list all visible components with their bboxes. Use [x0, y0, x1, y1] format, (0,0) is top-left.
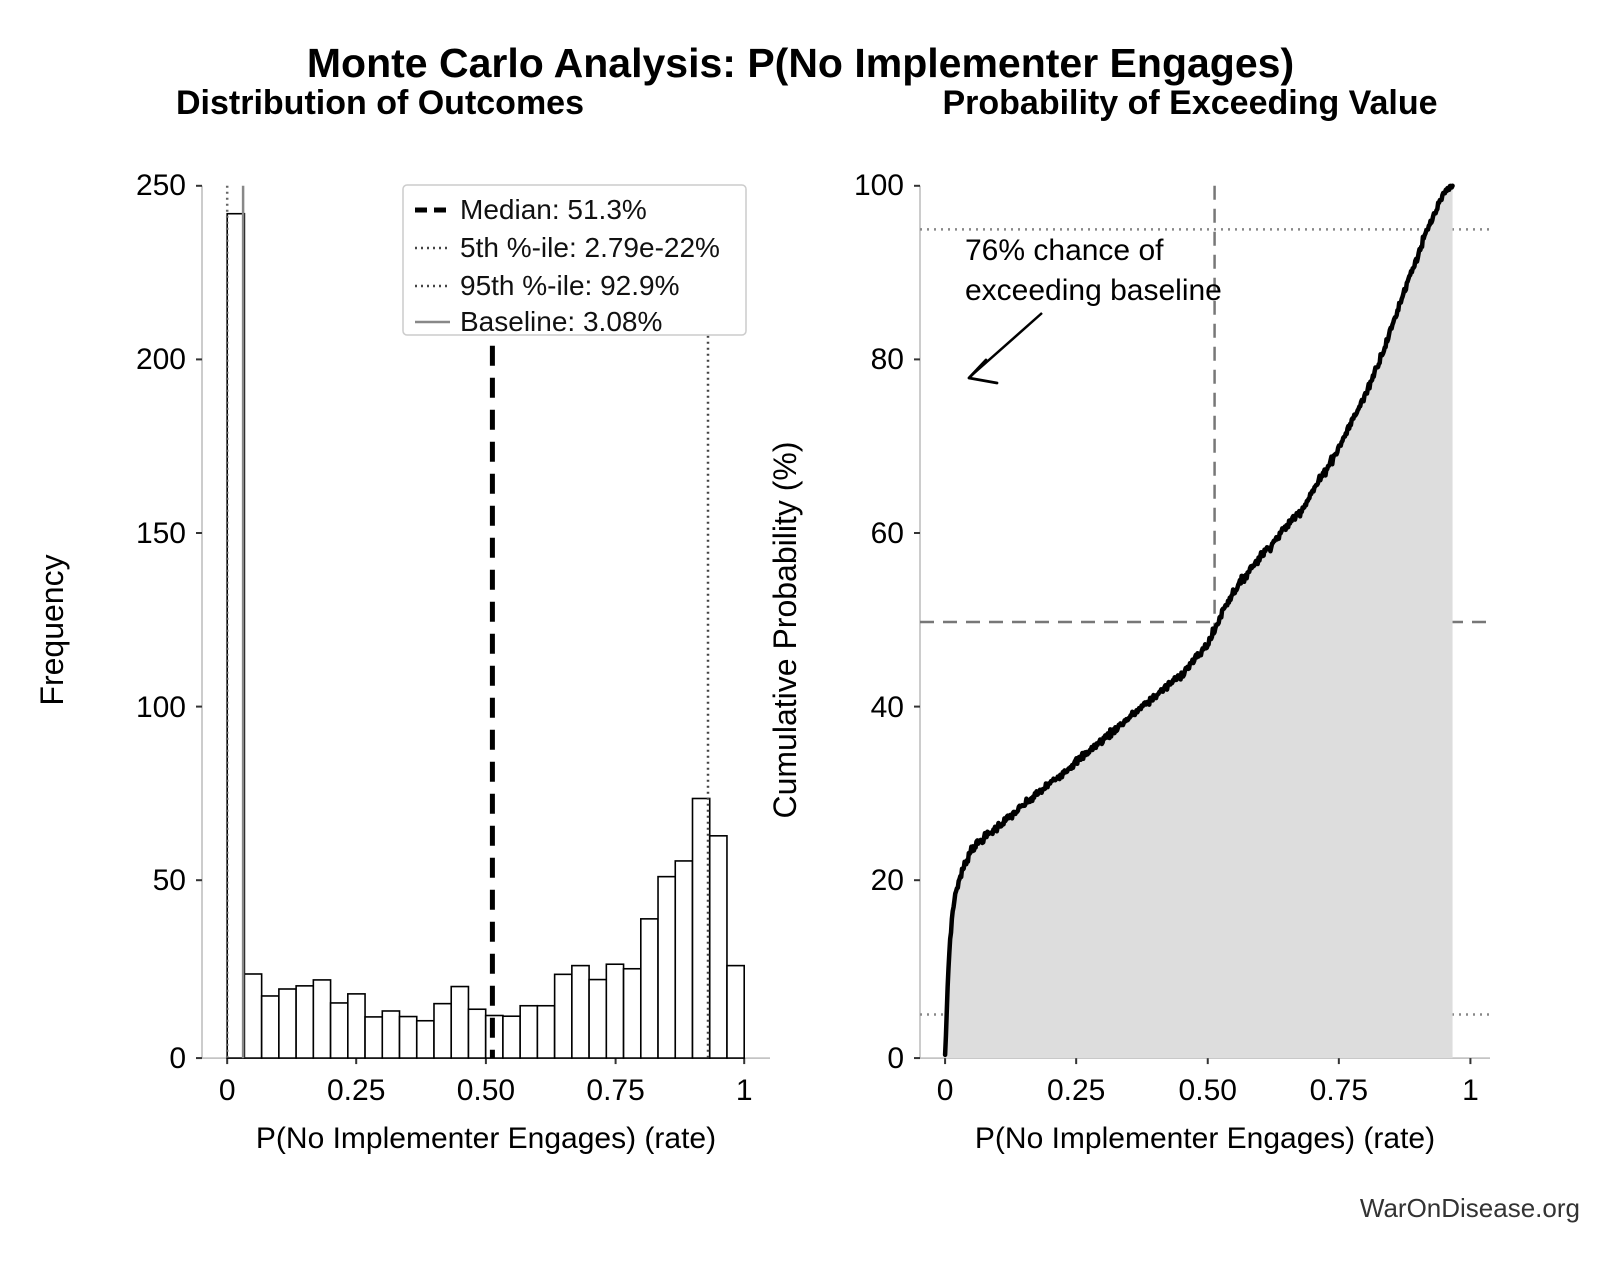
- svg-text:0.75: 0.75: [586, 1074, 644, 1107]
- svg-text:0.50: 0.50: [457, 1074, 515, 1107]
- svg-text:60: 60: [871, 517, 904, 550]
- svg-text:0: 0: [887, 1042, 904, 1075]
- svg-text:0.25: 0.25: [327, 1074, 385, 1107]
- svg-text:Cumulative Probability (%): Cumulative Probability (%): [767, 441, 803, 818]
- svg-text:250: 250: [136, 169, 186, 202]
- svg-text:P(No Implementer Engages) (rat: P(No Implementer Engages) (rate): [975, 1122, 1435, 1155]
- svg-text:80: 80: [871, 343, 904, 376]
- svg-text:1: 1: [1462, 1074, 1479, 1107]
- svg-text:0.50: 0.50: [1179, 1074, 1237, 1107]
- svg-text:0: 0: [169, 1042, 186, 1075]
- svg-text:200: 200: [136, 343, 186, 376]
- svg-text:0: 0: [937, 1074, 954, 1107]
- svg-text:Median: 51.3%: Median: 51.3%: [460, 194, 647, 225]
- svg-text:50: 50: [153, 864, 186, 897]
- svg-text:5th %-ile: 2.79e-22%: 5th %-ile: 2.79e-22%: [460, 232, 720, 263]
- svg-text:P(No Implementer Engages) (rat: P(No Implementer Engages) (rate): [256, 1122, 716, 1155]
- svg-text:Baseline: 3.08%: Baseline: 3.08%: [460, 306, 662, 337]
- svg-text:76% chance of: 76% chance of: [965, 234, 1164, 267]
- svg-text:100: 100: [136, 691, 186, 724]
- svg-text:0.25: 0.25: [1047, 1074, 1105, 1107]
- svg-text:20: 20: [871, 864, 904, 897]
- svg-text:100: 100: [854, 169, 904, 202]
- svg-text:0.75: 0.75: [1310, 1074, 1368, 1107]
- svg-text:0: 0: [219, 1074, 236, 1107]
- svg-text:40: 40: [871, 691, 904, 724]
- svg-text:exceeding baseline: exceeding baseline: [965, 274, 1222, 307]
- svg-text:150: 150: [136, 517, 186, 550]
- svg-text:1: 1: [736, 1074, 753, 1107]
- svg-text:Frequency: Frequency: [34, 554, 70, 705]
- svg-text:95th %-ile: 92.9%: 95th %-ile: 92.9%: [460, 270, 679, 301]
